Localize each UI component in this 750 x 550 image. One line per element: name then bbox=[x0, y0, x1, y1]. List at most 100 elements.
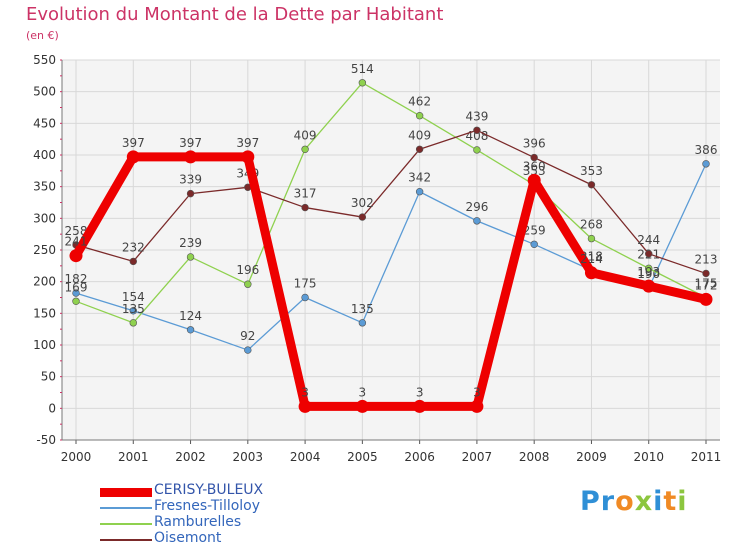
data-label-oisemont: 232 bbox=[122, 240, 145, 254]
legend-swatch bbox=[100, 523, 152, 525]
y-tick-label: 0 bbox=[48, 401, 56, 415]
data-label-oisemont: 213 bbox=[695, 252, 718, 266]
data-label-ramburelles: 353 bbox=[523, 164, 546, 178]
logo-letter: i bbox=[677, 486, 688, 517]
data-point-cerisy-buleux bbox=[241, 150, 255, 164]
data-label-oisemont: 396 bbox=[523, 137, 546, 151]
y-tick-label: 400 bbox=[33, 148, 56, 162]
data-label-oisemont: 353 bbox=[580, 164, 603, 178]
data-point-ramburelles bbox=[186, 253, 195, 261]
data-point-fresnes-tilloloy bbox=[530, 240, 538, 249]
data-label-cerisy-buleux: 193 bbox=[637, 265, 660, 279]
legend-label: CERISY-BULEUX bbox=[154, 482, 264, 498]
legend-label: Fresnes-Tilloloy bbox=[154, 498, 261, 514]
data-label-fresnes-tilloloy: 296 bbox=[465, 200, 488, 214]
data-label-oisemont: 244 bbox=[637, 233, 660, 247]
data-point-cerisy-buleux bbox=[584, 266, 598, 280]
y-tick-label: 200 bbox=[33, 275, 56, 289]
data-label-ramburelles: 409 bbox=[294, 128, 317, 142]
logo-letter: P bbox=[580, 486, 601, 517]
data-label-ramburelles: 239 bbox=[179, 236, 202, 250]
data-point-oisemont bbox=[415, 145, 424, 154]
data-label-oisemont: 317 bbox=[294, 187, 317, 201]
data-label-cerisy-buleux: 241 bbox=[65, 235, 88, 249]
y-tick-label: 450 bbox=[33, 116, 56, 130]
data-label-cerisy-buleux: 397 bbox=[179, 136, 202, 150]
legend-label: Oisemont bbox=[154, 530, 222, 546]
data-point-ramburelles bbox=[129, 319, 137, 327]
x-tick-label: 2008 bbox=[519, 450, 550, 464]
logo-letter: r bbox=[600, 486, 616, 517]
data-point-oisemont bbox=[702, 269, 710, 278]
data-point-cerisy-buleux bbox=[470, 399, 484, 413]
data-label-fresnes-tilloloy: 182 bbox=[65, 272, 88, 286]
data-label-cerisy-buleux: 172 bbox=[695, 278, 718, 292]
data-point-cerisy-buleux bbox=[355, 399, 369, 413]
data-point-cerisy-buleux bbox=[642, 279, 656, 293]
y-tick-label: 50 bbox=[41, 370, 56, 384]
data-point-fresnes-tilloloy bbox=[72, 289, 80, 297]
data-point-fresnes-tilloloy bbox=[244, 346, 252, 354]
data-point-ramburelles bbox=[645, 264, 653, 273]
data-label-fresnes-tilloloy: 386 bbox=[695, 143, 718, 157]
data-point-ramburelles bbox=[244, 280, 252, 288]
data-label-cerisy-buleux: 3 bbox=[301, 385, 309, 399]
data-label-cerisy-buleux: 360 bbox=[523, 159, 546, 173]
data-label-fresnes-tilloloy: 342 bbox=[408, 171, 431, 185]
data-point-cerisy-buleux bbox=[126, 150, 140, 164]
data-label-ramburelles: 196 bbox=[236, 263, 259, 277]
logo-letter: x bbox=[634, 486, 654, 517]
data-point-oisemont bbox=[358, 213, 367, 221]
data-label-fresnes-tilloloy: 92 bbox=[240, 329, 255, 343]
data-label-oisemont: 258 bbox=[65, 224, 88, 238]
x-tick-label: 2003 bbox=[233, 450, 264, 464]
data-point-fresnes-tilloloy bbox=[186, 326, 195, 334]
y-tick-label: -50 bbox=[36, 433, 56, 447]
y-tick-label: 550 bbox=[33, 53, 56, 67]
data-point-ramburelles bbox=[72, 297, 80, 305]
data-label-cerisy-buleux: 397 bbox=[236, 136, 259, 150]
x-tick-label: 2004 bbox=[290, 450, 321, 464]
series-line-cerisy-buleux bbox=[71, 152, 711, 411]
data-point-oisemont bbox=[645, 250, 653, 258]
data-point-oisemont bbox=[530, 153, 538, 162]
data-label-ramburelles: 175 bbox=[695, 277, 718, 291]
x-tick-label: 2000 bbox=[61, 450, 92, 464]
x-tick-label: 2001 bbox=[118, 450, 149, 464]
y-tick-label: 350 bbox=[33, 180, 56, 194]
series-line-oisemont bbox=[75, 129, 707, 275]
data-point-fresnes-tilloloy bbox=[702, 160, 710, 168]
data-point-cerisy-buleux bbox=[298, 399, 312, 413]
legend-label: Ramburelles bbox=[154, 514, 242, 530]
chart-subtitle: (en €) bbox=[26, 29, 59, 42]
data-label-oisemont: 439 bbox=[465, 109, 488, 123]
data-point-fresnes-tilloloy bbox=[473, 217, 481, 225]
data-label-oisemont: 409 bbox=[408, 128, 431, 142]
legend-swatch bbox=[100, 487, 152, 497]
data-point-ramburelles bbox=[473, 146, 481, 154]
data-point-ramburelles bbox=[301, 145, 309, 154]
data-label-fresnes-tilloloy: 154 bbox=[122, 290, 145, 304]
logo-letter: t bbox=[663, 486, 678, 517]
data-point-fresnes-tilloloy bbox=[415, 188, 424, 196]
y-tick-label: 150 bbox=[33, 306, 56, 320]
data-point-ramburelles bbox=[358, 79, 367, 87]
x-tick-label: 2007 bbox=[462, 450, 493, 464]
legend-swatch bbox=[100, 539, 152, 541]
data-label-fresnes-tilloloy: 135 bbox=[351, 302, 374, 316]
data-point-oisemont bbox=[186, 189, 195, 198]
data-label-cerisy-buleux: 3 bbox=[416, 385, 424, 399]
y-tick-label: 100 bbox=[33, 338, 56, 352]
data-point-oisemont bbox=[473, 126, 481, 135]
data-point-ramburelles bbox=[415, 112, 424, 120]
data-point-ramburelles bbox=[587, 234, 596, 243]
x-tick-label: 2002 bbox=[175, 450, 206, 464]
data-point-cerisy-buleux bbox=[69, 249, 83, 263]
data-label-oisemont: 302 bbox=[351, 196, 374, 210]
x-tick-label: 2011 bbox=[691, 450, 722, 464]
data-point-oisemont bbox=[129, 257, 137, 266]
x-tick-label: 2009 bbox=[576, 450, 607, 464]
data-label-cerisy-buleux: 397 bbox=[122, 136, 145, 150]
